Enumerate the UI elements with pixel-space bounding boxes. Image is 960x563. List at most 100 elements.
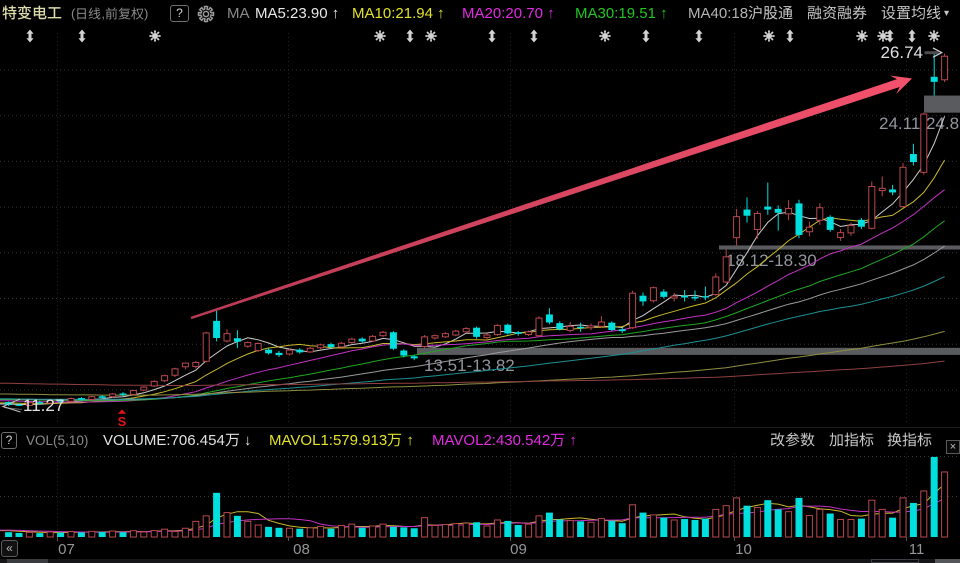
candle-up[interactable]: [493, 324, 501, 336]
volume-bar-up[interactable]: [525, 523, 533, 538]
volume-bar-down[interactable]: [681, 519, 689, 537]
volume-bar-down[interactable]: [77, 532, 85, 537]
candle-up[interactable]: [150, 380, 158, 387]
candle-down[interactable]: [857, 219, 865, 227]
volume-bar-down[interactable]: [233, 515, 241, 537]
candle-down[interactable]: [545, 314, 553, 323]
volume-bar-up[interactable]: [483, 525, 491, 538]
volume-bar-down[interactable]: [556, 519, 564, 537]
candle-up[interactable]: [348, 338, 356, 344]
volume-bar-up[interactable]: [733, 497, 741, 538]
volume-bar-up[interactable]: [421, 517, 429, 538]
volume-bar-down[interactable]: [504, 520, 512, 537]
candle-down[interactable]: [889, 189, 897, 193]
volume-indicator-label[interactable]: VOL(5,10): [26, 433, 89, 448]
volume-bar-down[interactable]: [514, 525, 522, 537]
edit-params-button[interactable]: [770, 428, 815, 454]
volume-bar-up[interactable]: [941, 471, 949, 538]
event-marker-star[interactable]: [374, 30, 386, 42]
volume-bar-down[interactable]: [774, 509, 782, 537]
scrollbar-range-box[interactable]: [871, 559, 919, 563]
candle-up[interactable]: [462, 328, 470, 333]
candle-up[interactable]: [878, 187, 886, 192]
volume-bar-up[interactable]: [597, 518, 605, 538]
volume-bar-up[interactable]: [369, 525, 377, 538]
volume-bar-up[interactable]: [493, 519, 501, 538]
candle-down[interactable]: [764, 206, 772, 210]
candle-down[interactable]: [618, 329, 626, 332]
candle-down[interactable]: [577, 326, 585, 329]
volume-bar-up[interactable]: [837, 519, 845, 538]
scrollbar-thumb-left[interactable]: [7, 559, 48, 563]
candle-down[interactable]: [233, 338, 241, 342]
event-marker-star[interactable]: [149, 30, 161, 42]
volume-bar-up[interactable]: [805, 515, 813, 538]
volume-bar-up[interactable]: [192, 520, 200, 538]
candle-up[interactable]: [369, 335, 377, 342]
volume-bar-down[interactable]: [389, 526, 397, 537]
candle-up[interactable]: [629, 292, 637, 329]
candle-down[interactable]: [57, 400, 65, 402]
candle-down[interactable]: [701, 296, 709, 298]
margin-trading-button[interactable]: [807, 0, 867, 27]
candle-down[interactable]: [77, 398, 85, 400]
horizontal-scrollbar[interactable]: [0, 559, 960, 563]
event-marker-star[interactable]: [763, 30, 775, 42]
ma-settings-button[interactable]: [881, 0, 941, 27]
candle-up[interactable]: [202, 332, 210, 362]
volume-bar-up[interactable]: [379, 523, 387, 538]
sell-point-marker[interactable]: S: [118, 409, 127, 428]
volume-bar-up[interactable]: [202, 515, 210, 538]
volume-bar-up[interactable]: [223, 512, 231, 538]
candle-up[interactable]: [244, 342, 252, 347]
event-marker-updown[interactable]: [908, 29, 916, 43]
volume-bar-up[interactable]: [441, 524, 449, 538]
volume-bar-down[interactable]: [296, 528, 304, 537]
volume-bar-down[interactable]: [660, 517, 668, 537]
close-icon[interactable]: ×: [946, 440, 960, 454]
chevron-down-icon[interactable]: ▾: [944, 8, 950, 19]
volume-bar-down[interactable]: [930, 456, 938, 537]
volume-bar-down[interactable]: [795, 497, 803, 537]
candle-up[interactable]: [566, 325, 574, 331]
volume-bar-up[interactable]: [171, 530, 179, 538]
candle-up[interactable]: [899, 166, 907, 208]
candle-down[interactable]: [774, 208, 782, 213]
candle-down[interactable]: [743, 209, 751, 216]
candle-down[interactable]: [213, 320, 221, 338]
candle-up[interactable]: [868, 185, 876, 229]
candle-up[interactable]: [46, 399, 54, 404]
candle-up[interactable]: [941, 55, 949, 81]
event-marker-star[interactable]: [928, 30, 940, 42]
volume-bar-up[interactable]: [670, 519, 678, 538]
candle-up[interactable]: [317, 344, 325, 349]
volume-bar-up[interactable]: [67, 530, 75, 538]
candle-down[interactable]: [691, 296, 699, 299]
volume-bar-up[interactable]: [785, 511, 793, 538]
volume-bar-up[interactable]: [462, 522, 470, 538]
candle-down[interactable]: [608, 322, 616, 330]
volume-bar-down[interactable]: [608, 520, 616, 537]
candle-up[interactable]: [785, 207, 793, 215]
candle-down[interactable]: [930, 76, 938, 82]
event-marker-updown[interactable]: [78, 29, 86, 43]
candle-down[interactable]: [389, 332, 397, 349]
volume-bar-down[interactable]: [909, 502, 917, 537]
event-marker-star[interactable]: [877, 30, 889, 42]
candle-up[interactable]: [140, 386, 148, 391]
candle-up[interactable]: [161, 375, 169, 382]
volume-bar-down[interactable]: [691, 519, 699, 537]
candle-up[interactable]: [431, 335, 439, 339]
event-marker-updown[interactable]: [695, 29, 703, 43]
candle-up[interactable]: [670, 295, 678, 299]
volume-bar-up[interactable]: [847, 519, 855, 538]
volume-bar-down[interactable]: [826, 513, 834, 537]
candle-up[interactable]: [649, 287, 657, 302]
event-marker-updown[interactable]: [26, 29, 34, 43]
candle-down[interactable]: [358, 338, 366, 342]
gear-icon[interactable]: [197, 5, 215, 32]
volume-bar-up[interactable]: [920, 490, 928, 538]
candle-up[interactable]: [525, 331, 533, 336]
volume-bar-up[interactable]: [629, 504, 637, 538]
volume-chart[interactable]: [0, 453, 960, 543]
